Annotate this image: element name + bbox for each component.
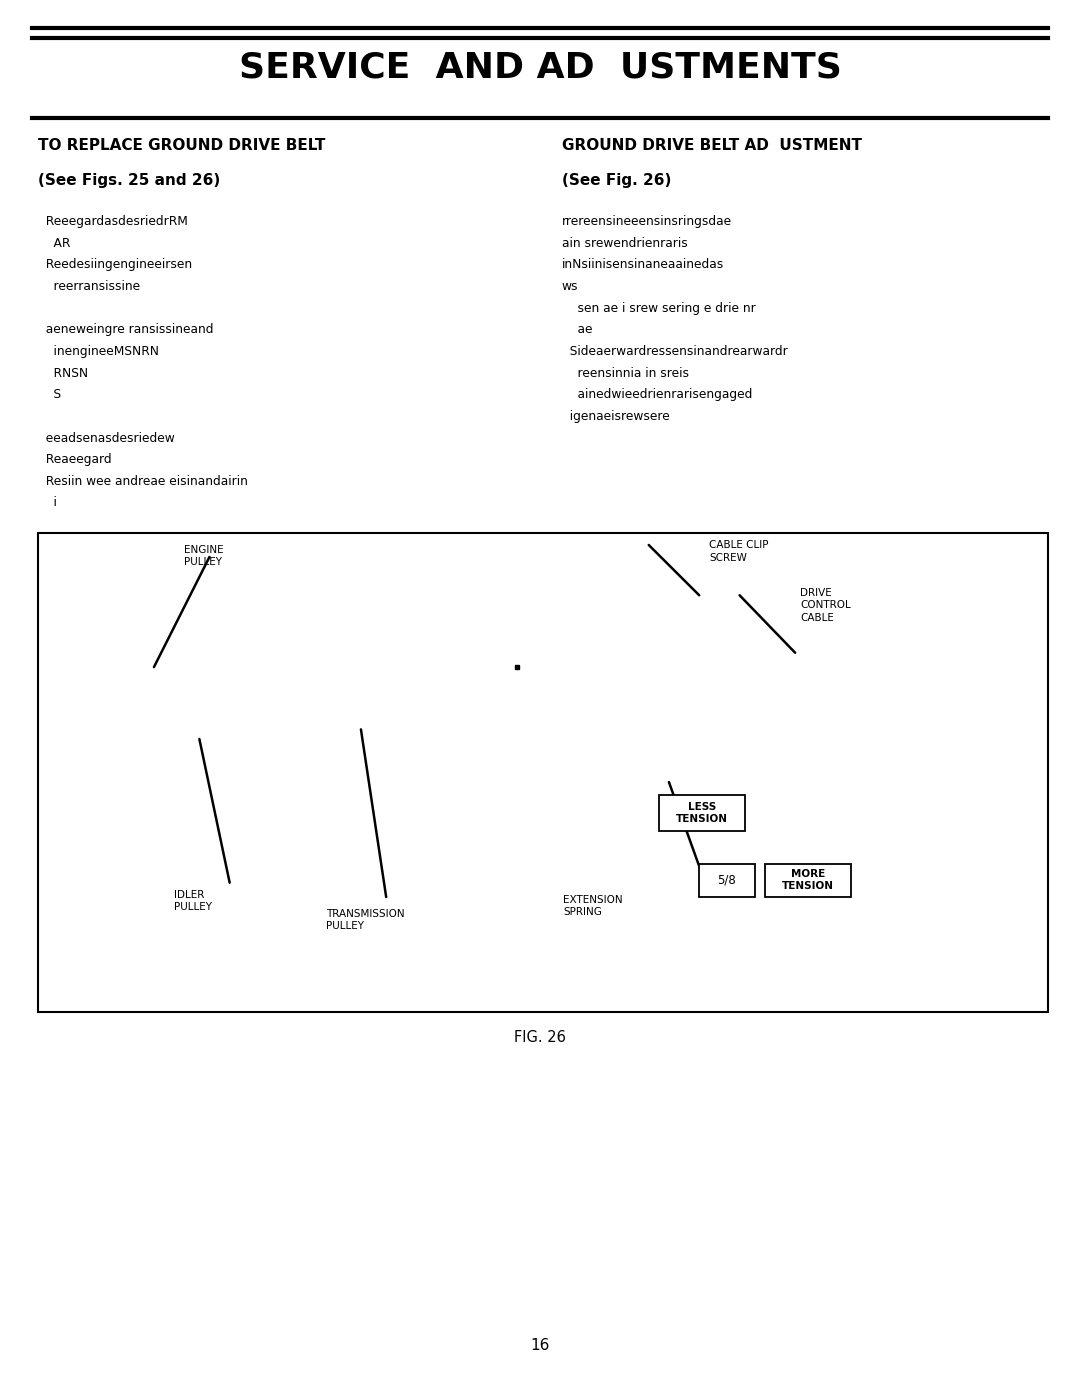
FancyBboxPatch shape	[38, 534, 1048, 1011]
Text: igenaeisrewsere: igenaeisrewsere	[562, 409, 670, 423]
Text: FIG. 26: FIG. 26	[514, 1030, 566, 1045]
Text: TRANSMISSION
PULLEY: TRANSMISSION PULLEY	[325, 909, 404, 932]
FancyBboxPatch shape	[659, 795, 745, 831]
Text: ws: ws	[562, 279, 578, 293]
Text: ReeegardasdesriedrRM: ReeegardasdesriedrRM	[38, 215, 188, 228]
Text: SERVICE  AND AD  USTMENTS: SERVICE AND AD USTMENTS	[239, 50, 841, 84]
Text: ae: ae	[562, 323, 592, 337]
Text: reensinnia in sreis: reensinnia in sreis	[562, 366, 689, 380]
FancyBboxPatch shape	[765, 863, 851, 897]
Text: Reaeegard: Reaeegard	[38, 453, 111, 467]
Text: CABLE CLIP
SCREW: CABLE CLIP SCREW	[710, 541, 769, 563]
Text: ENGINE
PULLEY: ENGINE PULLEY	[185, 545, 224, 567]
Text: DRIVE
CONTROL
CABLE: DRIVE CONTROL CABLE	[800, 588, 851, 623]
Text: Reedesiingengineeirsen: Reedesiingengineeirsen	[38, 258, 192, 271]
Text: GROUND DRIVE BELT AD  USTMENT: GROUND DRIVE BELT AD USTMENT	[562, 138, 862, 154]
Text: inNsiinisensinaneaainedas: inNsiinisensinaneaainedas	[562, 258, 724, 271]
Text: aeneweingre ransissineand: aeneweingre ransissineand	[38, 323, 214, 337]
Text: 5/8: 5/8	[717, 873, 737, 887]
Text: sen ae i srew sering e drie nr: sen ae i srew sering e drie nr	[562, 302, 755, 314]
Text: AR: AR	[38, 236, 70, 250]
Text: S: S	[38, 388, 60, 401]
Text: 16: 16	[530, 1337, 550, 1352]
Text: IDLER
PULLEY: IDLER PULLEY	[174, 890, 212, 912]
Text: EXTENSION
SPRING: EXTENSION SPRING	[563, 894, 622, 916]
Text: Resiin wee andreae eisinandairin: Resiin wee andreae eisinandairin	[38, 475, 247, 488]
Text: Sideaerwardressensinandrearwardr: Sideaerwardressensinandrearwardr	[562, 345, 787, 358]
Text: ainedwieedrienrarisengaged: ainedwieedrienrarisengaged	[562, 388, 752, 401]
Text: i: i	[38, 496, 56, 510]
Text: ain srewendrienraris: ain srewendrienraris	[562, 236, 687, 250]
Text: TO REPLACE GROUND DRIVE BELT: TO REPLACE GROUND DRIVE BELT	[38, 138, 325, 154]
Text: reerransissine: reerransissine	[38, 279, 140, 293]
Text: LESS
TENSION: LESS TENSION	[676, 802, 728, 824]
Text: RNSN: RNSN	[38, 366, 87, 380]
Text: inengineeMSNRN: inengineeMSNRN	[38, 345, 159, 358]
Text: MORE
TENSION: MORE TENSION	[782, 869, 834, 891]
Text: rrereensineeensinsringsdae: rrereensineeensinsringsdae	[562, 215, 732, 228]
Text: (See Fig. 26): (See Fig. 26)	[562, 173, 671, 189]
Text: eeadsenasdesriedew: eeadsenasdesriedew	[38, 432, 175, 444]
FancyBboxPatch shape	[699, 863, 755, 897]
Text: (See Figs. 25 and 26): (See Figs. 25 and 26)	[38, 173, 220, 189]
